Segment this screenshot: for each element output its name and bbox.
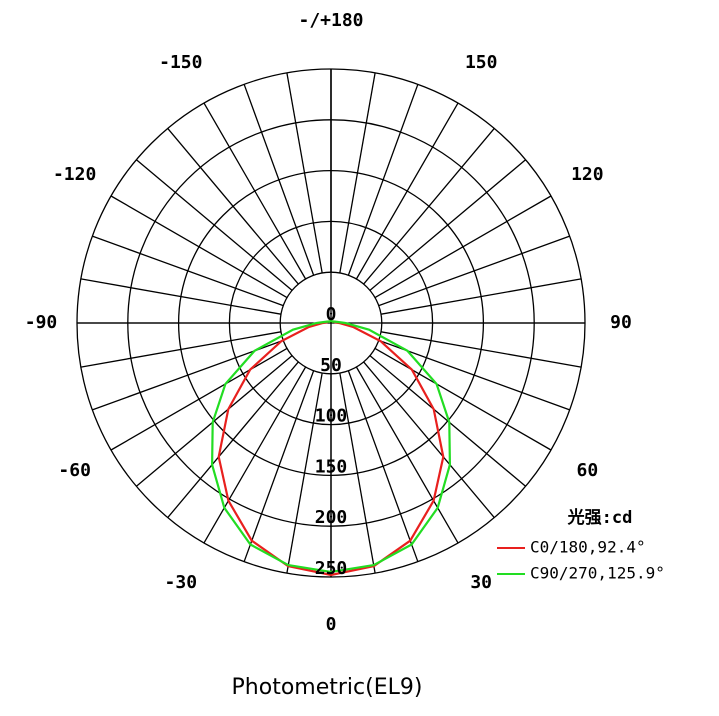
legend-label: C90/270,125.9°	[530, 564, 665, 583]
spoke	[243, 84, 315, 276]
spoke	[347, 84, 419, 276]
series-curve	[210, 319, 452, 574]
spoke	[355, 102, 459, 280]
angle-tick-label: 30	[470, 572, 492, 593]
r-tick-label: 50	[320, 355, 342, 376]
spoke	[369, 159, 526, 291]
spoke	[363, 361, 495, 518]
spoke	[378, 339, 570, 411]
spoke	[347, 370, 419, 562]
spoke	[136, 159, 293, 291]
spoke	[378, 235, 570, 307]
r-tick-label: 200	[315, 507, 348, 528]
angle-tick-label: -/+180	[298, 10, 363, 31]
r-tick-label: 0	[326, 304, 337, 325]
spoke	[286, 372, 323, 574]
spoke	[339, 72, 376, 274]
angle-tick-label: -150	[159, 52, 202, 73]
r-tick-label: 250	[315, 558, 348, 579]
spoke	[374, 195, 552, 299]
spoke	[167, 128, 299, 285]
angle-tick-label: -30	[165, 572, 198, 593]
angle-tick-label: 60	[576, 460, 598, 481]
angle-tick-label: -90	[25, 312, 58, 333]
spoke	[92, 235, 284, 307]
spoke	[339, 372, 376, 574]
spoke	[374, 347, 552, 451]
angle-tick-label: -120	[53, 164, 96, 185]
spoke	[243, 370, 315, 562]
legend-title: 光强:cd	[567, 507, 633, 528]
angle-tick-label: 150	[465, 52, 498, 73]
r-tick-label: 100	[315, 406, 348, 427]
spoke	[363, 128, 495, 285]
angle-tick-label: 120	[571, 164, 604, 185]
spoke	[110, 195, 288, 299]
spoke	[110, 347, 288, 451]
angle-tick-label: 90	[610, 312, 632, 333]
spoke	[80, 278, 282, 315]
spoke	[167, 361, 299, 518]
r-tick-label: 150	[315, 456, 348, 477]
chart-title: Photometric(EL9)	[232, 675, 423, 700]
spoke	[286, 72, 323, 274]
spoke	[92, 339, 284, 411]
spoke	[203, 102, 307, 280]
angle-tick-label: -60	[58, 460, 91, 481]
angle-tick-label: 0	[326, 614, 337, 635]
legend-label: C0/180,92.4°	[530, 538, 646, 557]
spoke	[380, 331, 582, 368]
spoke	[355, 366, 459, 544]
spoke	[203, 366, 307, 544]
spoke	[80, 331, 282, 368]
spoke	[380, 278, 582, 315]
